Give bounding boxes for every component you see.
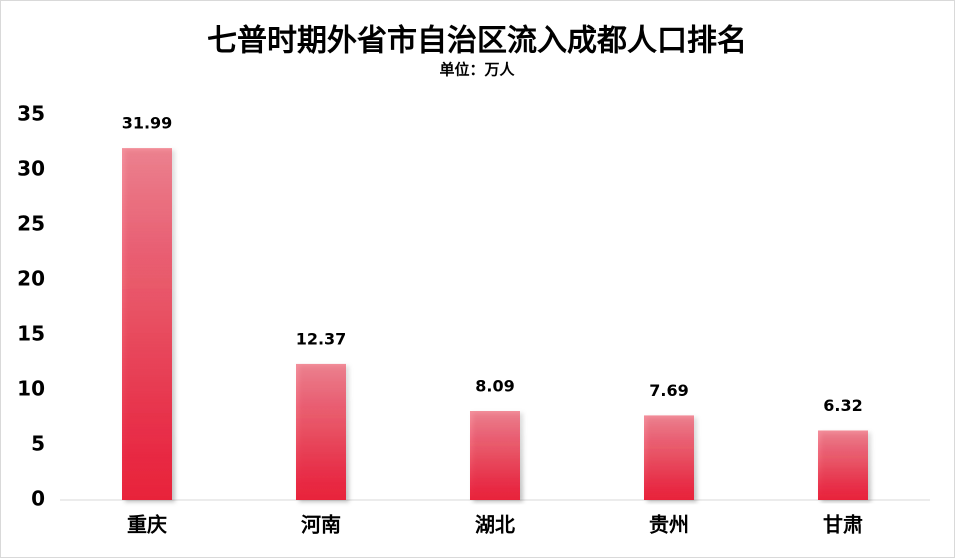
bar — [818, 430, 868, 500]
data-label: 12.37 — [296, 329, 347, 348]
x-tick-label: 重庆 — [127, 513, 167, 537]
x-tick-label: 湖北 — [475, 513, 515, 537]
data-label: 8.09 — [475, 377, 514, 396]
y-tick-label: 15 — [17, 322, 45, 346]
chart-subtitle: 单位：万人 — [439, 61, 515, 79]
bar — [296, 363, 346, 500]
y-tick-label: 0 — [31, 487, 45, 511]
data-label: 6.32 — [823, 396, 862, 415]
y-tick-label: 5 — [31, 432, 45, 456]
y-tick-label: 20 — [17, 267, 45, 291]
y-tick-label: 35 — [17, 102, 45, 126]
x-tick-label: 贵州 — [649, 513, 689, 537]
chart-title: 七普时期外省市自治区流入成都人口排名 — [207, 24, 747, 59]
data-label: 31.99 — [122, 114, 173, 133]
y-tick-label: 30 — [17, 157, 45, 181]
bar — [122, 148, 172, 501]
y-tick-label: 10 — [17, 377, 45, 401]
data-label: 7.69 — [649, 381, 688, 400]
x-tick-label: 甘肃 — [823, 513, 863, 537]
bar — [644, 415, 694, 500]
x-tick-label: 河南 — [301, 513, 341, 537]
bar — [470, 411, 520, 500]
y-tick-label: 25 — [17, 212, 45, 236]
